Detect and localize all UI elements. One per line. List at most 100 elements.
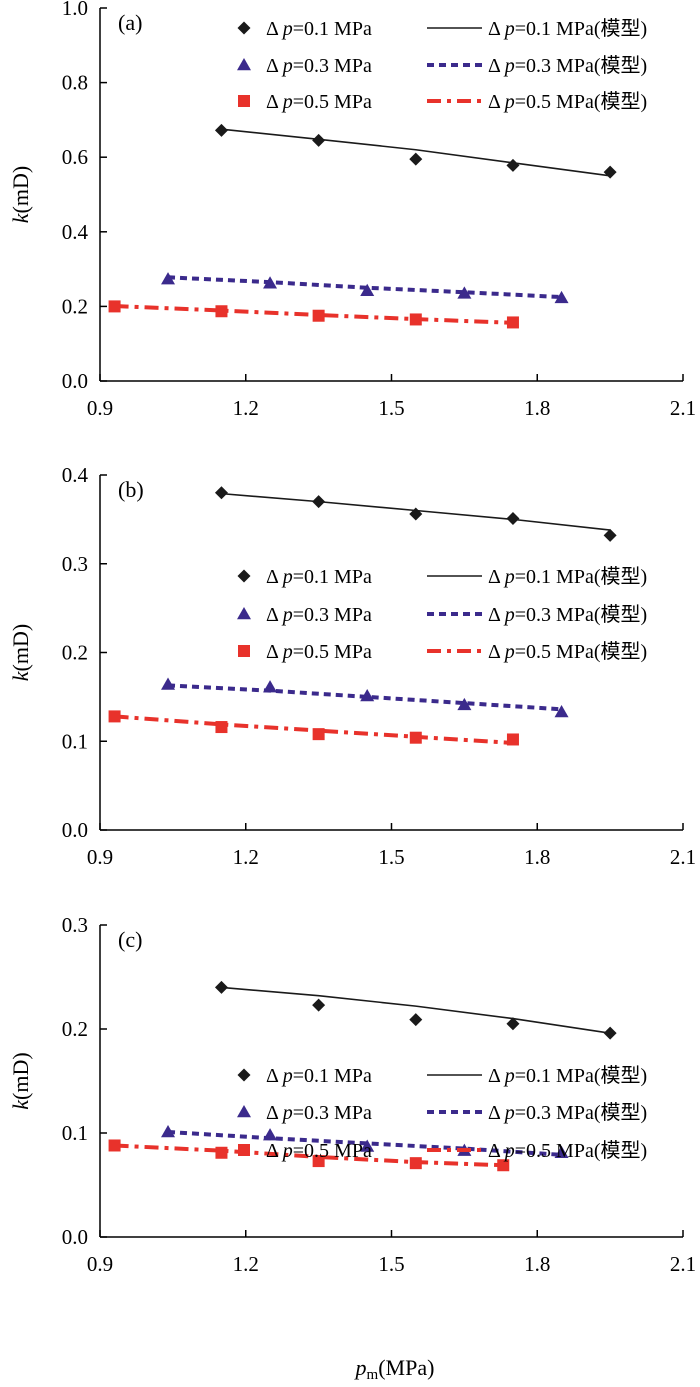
x-tick-label: 0.9 <box>87 845 113 869</box>
legend-marker-p01 <box>237 21 251 35</box>
data-point-p03 <box>263 276 278 289</box>
legend-label-p01_model: Δ p=0.1 MPa(模型) <box>488 1064 647 1087</box>
data-point-p01 <box>214 486 228 500</box>
data-point-p01 <box>409 152 423 166</box>
x-tick-label: 2.1 <box>670 1252 696 1276</box>
legend-marker-p03 <box>237 607 251 620</box>
legend: Δ p=0.1 MPa Δ p=0.1 MPa(模型) Δ p=0.3 MPa Δ p… <box>237 565 647 663</box>
data-point-p01 <box>506 1017 520 1031</box>
legend-label-p05: Δ p=0.5 MPa <box>266 1140 372 1162</box>
legend-label-p03: Δ p=0.3 MPa <box>266 604 372 626</box>
data-point-p05 <box>506 316 519 329</box>
y-axis-title: k(mD) <box>8 166 33 223</box>
data-point-p03 <box>457 697 472 711</box>
legend-marker-p05 <box>238 95 250 107</box>
data-point-p03 <box>457 286 472 299</box>
x-tick-label: 2.1 <box>670 845 696 869</box>
model-line-p01_model <box>221 986 611 1034</box>
legend-label-p05_model: Δ p=0.5 MPa(模型) <box>488 90 647 113</box>
chart-panel-3: 0.0 0.1 0.2 0.3 0.9 1.2 1.5 1.8 2.1 (c) k(mD) Δ p=0… <box>8 913 696 1276</box>
x-tick-label: 1.5 <box>378 845 404 869</box>
data-point-p03 <box>360 1139 375 1152</box>
y-tick-label: 0.2 <box>62 641 88 665</box>
data-point-p01 <box>603 165 617 179</box>
data-point-p05 <box>215 1146 228 1159</box>
legend-label-p01_model: Δ p=0.1 MPa(模型) <box>488 17 647 40</box>
y-tick-label: 0.2 <box>62 294 88 318</box>
legend: Δ p=0.1 MPa Δ p=0.1 MPa(模型) Δ p=0.3 MPa Δ p… <box>237 1064 647 1162</box>
model-line-p03_model <box>167 683 562 712</box>
data-point-p03 <box>161 1124 176 1138</box>
panel-label: (a) <box>118 10 142 35</box>
data-point-p05 <box>215 721 228 734</box>
data-point-p01 <box>409 507 423 521</box>
model-line-p05_model <box>114 1143 504 1168</box>
legend-label-p01: Δ p=0.1 MPa <box>266 1065 372 1087</box>
x-tick-label: 0.9 <box>87 1252 113 1276</box>
legend-label-p03: Δ p=0.3 MPa <box>266 55 372 77</box>
x-axis-title: pm(MPa) <box>354 1355 435 1383</box>
data-point-p01 <box>603 528 617 542</box>
legend-label-p05: Δ p=0.5 MPa <box>266 91 372 113</box>
legend-label-p05_model: Δ p=0.5 MPa(模型) <box>488 1139 647 1162</box>
chart-panel-2: 0.0 0.1 0.2 0.3 0.4 0.9 1.2 1.5 1.8 2.1 (b) k(mD) Δ … <box>8 463 696 869</box>
x-tick-label: 1.2 <box>233 396 259 420</box>
x-tick-label: 1.8 <box>524 396 550 420</box>
legend-marker-p05 <box>238 1144 250 1156</box>
legend-label-p03_model: Δ p=0.3 MPa(模型) <box>488 54 647 77</box>
legend-label-p01: Δ p=0.1 MPa <box>266 18 372 40</box>
data-point-p01 <box>409 1013 423 1027</box>
y-tick-label: 0.1 <box>62 729 88 753</box>
data-point-p05 <box>312 309 325 322</box>
data-point-p05 <box>312 1155 325 1168</box>
data-point-p05 <box>108 300 121 313</box>
legend-marker-p03 <box>237 1105 251 1118</box>
data-point-p01 <box>214 980 228 994</box>
legend-label-p03_model: Δ p=0.3 MPa(模型) <box>488 1101 647 1124</box>
data-point-p03 <box>360 688 375 702</box>
data-point-p03 <box>554 704 569 718</box>
y-tick-label: 0.4 <box>62 463 89 487</box>
y-tick-label: 0.3 <box>62 913 88 937</box>
chart-panel-1: 0.0 0.2 0.4 0.6 0.8 1.0 0.9 1.2 1.5 1.8 2.1 (a) k(mD… <box>8 0 696 420</box>
data-point-p05 <box>108 1139 121 1152</box>
y-tick-label: 1.0 <box>62 0 88 20</box>
model-line-p05_model <box>114 714 514 746</box>
data-point-p01 <box>506 158 520 172</box>
data-point-p05 <box>312 728 325 741</box>
y-tick-label: 0.2 <box>62 1017 88 1041</box>
legend-marker-p01 <box>237 1068 251 1082</box>
y-tick-label: 0.3 <box>62 552 88 576</box>
x-tick-label: 1.2 <box>233 1252 259 1276</box>
y-axis-title: k(mD) <box>8 624 33 681</box>
x-tick-label: 1.2 <box>233 845 259 869</box>
x-tick-label: 1.5 <box>378 1252 404 1276</box>
data-point-p01 <box>214 123 228 137</box>
panel-label: (c) <box>118 927 142 952</box>
x-tick-label: 0.9 <box>87 396 113 420</box>
y-tick-label: 0.0 <box>62 818 88 842</box>
y-tick-label: 0.4 <box>62 220 89 244</box>
model-line-p01_model <box>221 128 611 177</box>
legend-label-p03: Δ p=0.3 MPa <box>266 1102 372 1124</box>
legend-marker-p03 <box>237 58 251 71</box>
legend: Δ p=0.1 MPa Δ p=0.1 MPa(模型) Δ p=0.3 MPa Δ p… <box>237 17 647 113</box>
data-point-p03 <box>161 677 176 690</box>
legend-label-p01: Δ p=0.1 MPa <box>266 566 372 588</box>
y-tick-label: 0.0 <box>62 369 88 393</box>
legend-marker-p01 <box>237 569 251 583</box>
data-point-p03 <box>263 680 278 693</box>
y-tick-label: 0.0 <box>62 1225 88 1249</box>
data-point-p05 <box>497 1159 510 1172</box>
y-tick-label: 0.1 <box>62 1121 88 1145</box>
data-point-p03 <box>161 272 176 285</box>
data-point-p03 <box>554 290 569 304</box>
legend-label-p05_model: Δ p=0.5 MPa(模型) <box>488 640 647 663</box>
data-point-p01 <box>312 495 326 509</box>
y-tick-label: 0.8 <box>62 71 88 95</box>
x-tick-label: 1.8 <box>524 845 550 869</box>
data-point-p03 <box>554 1145 569 1159</box>
model-line-p05_model <box>114 304 514 325</box>
data-point-p01 <box>312 133 326 147</box>
